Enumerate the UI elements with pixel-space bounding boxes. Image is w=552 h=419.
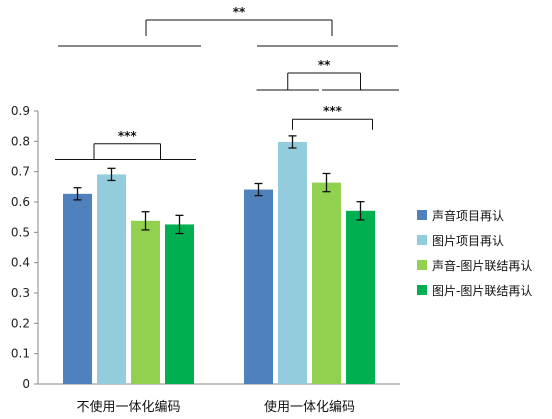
bar (312, 182, 341, 384)
bars (63, 141, 375, 384)
x-category-label: 不使用一体化编码 (76, 399, 180, 415)
legend-swatch (417, 260, 427, 270)
significance-label: ** (233, 5, 246, 19)
y-tick-label: 0.6 (11, 195, 30, 209)
bar (278, 141, 307, 384)
y-tick-label: 0.4 (11, 256, 30, 270)
legend-entry-label: 声音-图片联结再认 (432, 258, 532, 273)
y-tick-label: 0.1 (11, 347, 30, 361)
bar (97, 174, 126, 384)
significance-brackets: ********** (55, 5, 399, 161)
legend-entry-label: 图片-图片联结再认 (432, 284, 532, 298)
significance-label: *** (323, 104, 343, 118)
x-category-label: 使用一体化编码 (264, 399, 355, 415)
bar (63, 193, 92, 384)
bar (244, 189, 273, 384)
bar (165, 224, 194, 384)
legend-swatch (417, 235, 427, 245)
bar (131, 220, 160, 384)
legend-swatch (417, 210, 427, 220)
legend-swatch (417, 285, 427, 295)
legend-entry-label: 声音项目再认 (432, 208, 504, 223)
y-tick-label: 0.8 (11, 134, 30, 148)
y-tick-label: 0 (22, 377, 30, 391)
y-tick-label: 0.5 (11, 225, 30, 239)
axes: 0 0.1 0.2 0.3 0.4 0.5 0.6 0.7 0.8 0.9 不使用一体化编码 使用一体… (11, 104, 400, 415)
y-tick-label: 0.7 (11, 165, 30, 179)
bar (346, 210, 375, 384)
y-tick-label: 0.9 (11, 104, 30, 118)
error-bars (73, 135, 365, 235)
significance-label: *** (118, 129, 138, 143)
y-tick-label: 0.2 (11, 316, 30, 330)
legend-entry-label: 图片项目再认 (432, 234, 504, 248)
y-tick-label: 0.3 (11, 286, 30, 300)
significance-label: ** (318, 58, 331, 72)
